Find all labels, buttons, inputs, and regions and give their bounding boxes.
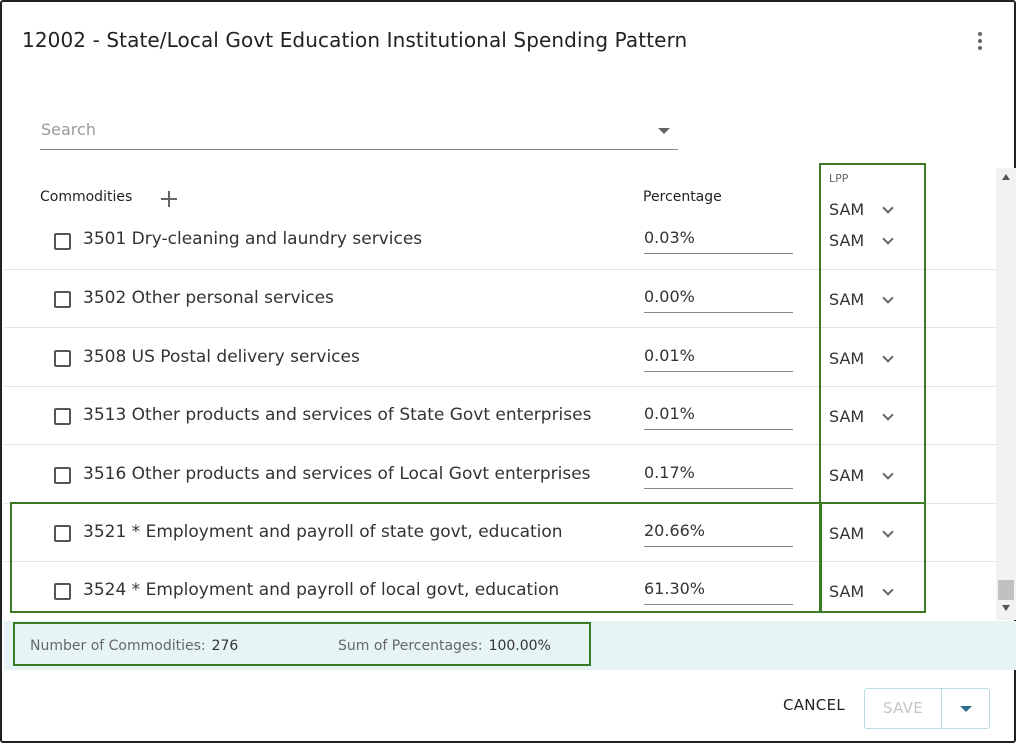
row-checkbox[interactable]	[54, 525, 71, 542]
commodity-name: 3508 US Postal delivery services	[83, 347, 360, 367]
percentage-sum-value: 100.00%	[488, 638, 551, 654]
row-checkbox[interactable]	[54, 408, 71, 425]
lpp-value: SAM	[829, 582, 865, 601]
percentage-sum-label: Sum of Percentages:	[338, 638, 483, 654]
summary-bar	[4, 621, 1016, 670]
lpp-select[interactable]: SAM	[829, 347, 901, 371]
dialog-title: 12002 - State/Local Govt Education Insti…	[22, 28, 688, 52]
percentage-sum: Sum of Percentages: 100.00%	[338, 638, 551, 654]
lpp-header-select[interactable]: SAM	[829, 198, 901, 222]
lpp-value: SAM	[829, 407, 865, 426]
table-row: 3508 US Postal delivery services 0.01% S…	[4, 329, 996, 387]
scroll-up-icon[interactable]	[1002, 174, 1010, 180]
commodity-name: 3502 Other personal services	[83, 288, 334, 308]
commodity-name: 3524 * Employment and payroll of local g…	[83, 580, 560, 600]
chevron-down-icon	[882, 351, 894, 363]
scrollbar[interactable]	[996, 168, 1016, 620]
save-options-icon[interactable]	[960, 706, 972, 712]
row-checkbox[interactable]	[54, 583, 71, 600]
lpp-select[interactable]: SAM	[829, 580, 901, 604]
percentage-input[interactable]: 0.17%	[644, 459, 793, 489]
commodity-count-label: Number of Commodities:	[30, 638, 206, 654]
lpp-value: SAM	[829, 524, 865, 543]
row-checkbox[interactable]	[54, 350, 71, 367]
table-row: 3521 * Employment and payroll of state g…	[4, 504, 996, 562]
table-row: 3502 Other personal services 0.00% SAM	[4, 270, 996, 328]
lpp-select[interactable]: SAM	[829, 405, 901, 429]
percentage-column-header: Percentage	[643, 189, 722, 205]
scroll-thumb[interactable]	[998, 580, 1014, 600]
search-input[interactable]	[40, 114, 630, 144]
percentage-input[interactable]: 0.00%	[644, 283, 793, 313]
add-commodity-icon[interactable]	[160, 190, 178, 208]
lpp-select[interactable]: SAM	[829, 464, 901, 488]
table-row: 3513 Other products and services of Stat…	[4, 387, 996, 445]
commodity-name: 3516 Other products and services of Loca…	[83, 464, 591, 484]
percentage-input[interactable]: 0.03%	[644, 224, 793, 254]
percentage-input[interactable]: 20.66%	[644, 517, 793, 547]
lpp-value: SAM	[829, 466, 865, 485]
lpp-header-value: SAM	[829, 200, 865, 219]
commodities-column-header: Commodities	[40, 189, 133, 205]
row-checkbox[interactable]	[54, 233, 71, 250]
lpp-value: SAM	[829, 349, 865, 368]
table-row: 3516 Other products and services of Loca…	[4, 446, 996, 504]
percentage-input[interactable]: 0.01%	[644, 342, 793, 372]
commodity-list: 3501 Dry-cleaning and laundry services 0…	[4, 212, 996, 620]
percentage-input[interactable]: 61.30%	[644, 575, 793, 605]
lpp-column-label: LPP	[829, 172, 849, 185]
search-field[interactable]	[40, 114, 678, 150]
lpp-value: SAM	[829, 231, 865, 250]
lpp-value: SAM	[829, 290, 865, 309]
commodity-count: Number of Commodities: 276	[30, 638, 238, 654]
chevron-down-icon	[882, 526, 894, 538]
commodity-count-value: 276	[211, 638, 239, 654]
percentage-input[interactable]: 0.01%	[644, 400, 793, 430]
more-options-icon[interactable]	[970, 28, 990, 54]
scroll-down-icon[interactable]	[1002, 605, 1010, 611]
save-button-group: SAVE	[864, 688, 990, 729]
search-dropdown-icon[interactable]	[658, 128, 670, 134]
commodity-name: 3521 * Employment and payroll of state g…	[83, 522, 563, 542]
lpp-select[interactable]: SAM	[829, 522, 901, 546]
chevron-down-icon	[882, 468, 894, 480]
commodity-name: 3501 Dry-cleaning and laundry services	[83, 229, 423, 249]
row-checkbox[interactable]	[54, 291, 71, 308]
lpp-select[interactable]: SAM	[829, 288, 901, 312]
commodity-name: 3513 Other products and services of Stat…	[83, 405, 592, 425]
chevron-down-icon	[882, 584, 894, 596]
chevron-down-icon	[882, 292, 894, 304]
table-row: 3501 Dry-cleaning and laundry services 0…	[4, 212, 996, 270]
save-button[interactable]: SAVE	[865, 689, 942, 728]
chevron-down-icon	[882, 409, 894, 421]
table-row: 3524 * Employment and payroll of local g…	[4, 563, 996, 620]
row-checkbox[interactable]	[54, 467, 71, 484]
cancel-button[interactable]: CANCEL	[782, 696, 846, 714]
lpp-select[interactable]: SAM	[829, 229, 901, 253]
chevron-down-icon	[882, 233, 894, 245]
